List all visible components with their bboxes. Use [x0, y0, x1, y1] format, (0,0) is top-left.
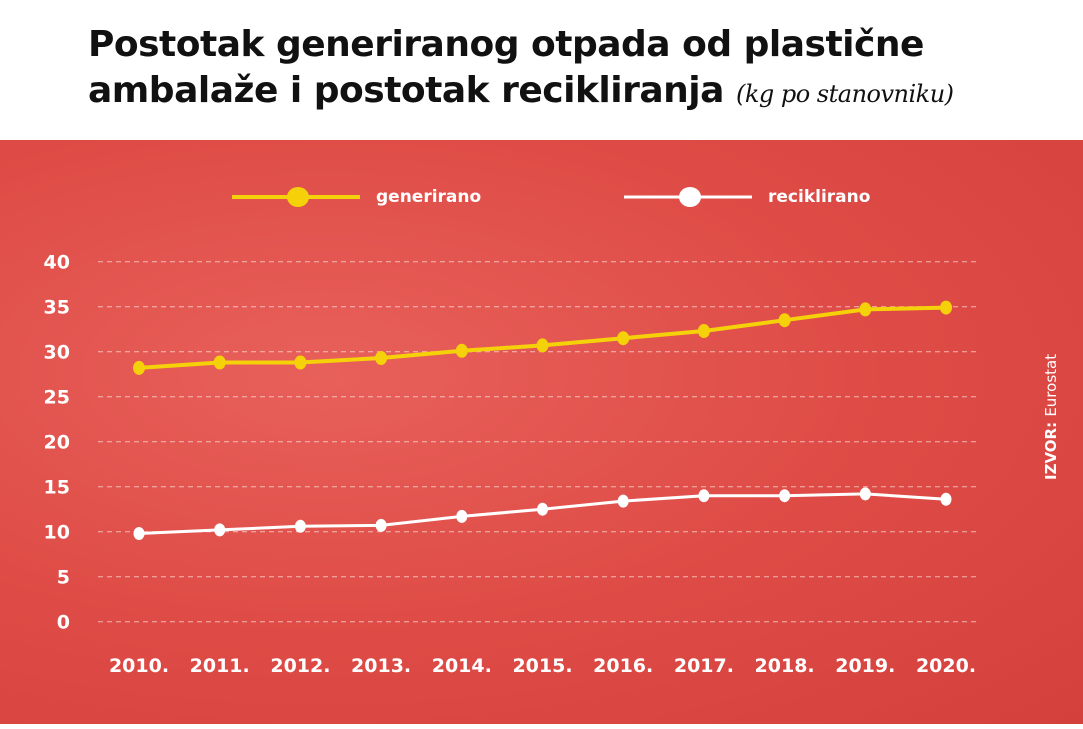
- x-tick-label: 2019.: [835, 655, 895, 677]
- data-point-generirano: [940, 300, 952, 315]
- data-point-reciklirano: [698, 489, 710, 503]
- data-point-generirano: [455, 343, 468, 358]
- x-tick-label: 2020.: [916, 655, 976, 677]
- legend-marker-generirano: [287, 187, 309, 207]
- plot-background: [0, 140, 1083, 724]
- x-tick-label: 2014.: [432, 655, 492, 677]
- data-point-generirano: [778, 313, 791, 328]
- data-point-generirano: [536, 338, 549, 353]
- y-tick-label: 10: [44, 522, 70, 544]
- legend-label-generirano: generirano: [376, 187, 481, 207]
- y-tick-label: 0: [57, 612, 70, 634]
- x-tick-label: 2015.: [512, 655, 572, 677]
- title-text: Postotak generiranog otpada od plastične…: [88, 24, 924, 111]
- data-point-reciklirano: [456, 509, 468, 523]
- legend-marker-reciklirano: [679, 187, 701, 207]
- x-tick-label: 2010.: [109, 655, 169, 677]
- y-tick-label: 40: [44, 252, 70, 274]
- y-tick-label: 35: [44, 297, 70, 319]
- data-point-reciklirano: [133, 527, 145, 540]
- data-point-reciklirano: [375, 518, 387, 532]
- data-point-reciklirano: [617, 494, 629, 508]
- data-point-reciklirano: [294, 519, 306, 533]
- data-point-reciklirano: [537, 502, 548, 516]
- data-point-generirano: [133, 360, 145, 375]
- source-note: IZVOR: Eurostat: [1042, 354, 1060, 480]
- y-tick-label: 15: [44, 477, 70, 499]
- y-tick-label: 30: [44, 342, 70, 364]
- x-tick-label: 2013.: [351, 655, 411, 677]
- data-point-generirano: [375, 351, 388, 365]
- y-tick-label: 25: [44, 387, 70, 409]
- data-point-reciklirano: [940, 492, 952, 506]
- subtitle-text: (kg po stanovniku): [735, 80, 954, 108]
- source-label: IZVOR:: [1042, 417, 1060, 480]
- data-point-generirano: [213, 355, 226, 370]
- x-tick-label: 2012.: [270, 655, 330, 677]
- y-tick-label: 20: [44, 432, 70, 454]
- y-tick-label: 5: [57, 567, 70, 589]
- series-line-generirano: [138, 305, 947, 370]
- data-point-generirano: [617, 331, 630, 346]
- chart-title: Postotak generiranog otpada od plastične…: [88, 22, 1083, 117]
- data-point-generirano: [859, 302, 872, 317]
- data-point-reciklirano: [859, 487, 871, 501]
- x-tick-label: 2011.: [190, 655, 250, 677]
- data-point-reciklirano: [214, 523, 226, 537]
- data-point-generirano: [697, 324, 710, 338]
- x-tick-label: 2018.: [755, 655, 815, 677]
- x-tick-label: 2017.: [674, 655, 734, 677]
- data-point-reciklirano: [779, 489, 791, 503]
- source-name: Eurostat: [1042, 354, 1060, 417]
- legend-label-reciklirano: reciklirano: [768, 187, 870, 207]
- data-point-generirano: [294, 355, 307, 370]
- x-tick-label: 2016.: [593, 655, 653, 677]
